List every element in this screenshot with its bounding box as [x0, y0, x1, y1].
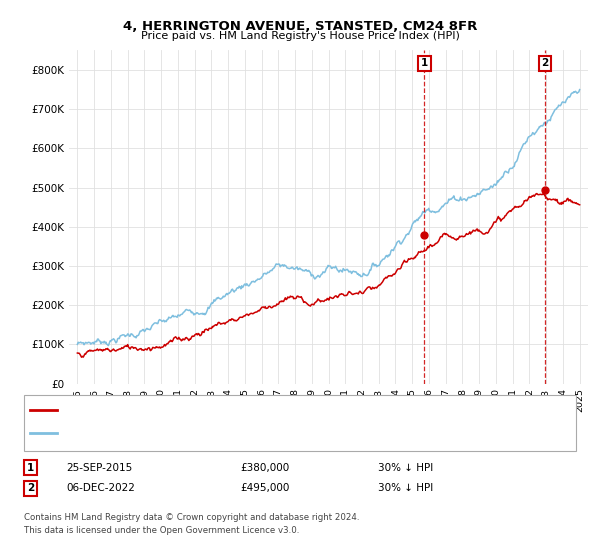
Text: £495,000: £495,000 — [240, 483, 289, 493]
Text: 2: 2 — [541, 58, 548, 68]
Text: 30% ↓ HPI: 30% ↓ HPI — [378, 483, 433, 493]
Text: HPI: Average price, detached house, Uttlesford: HPI: Average price, detached house, Uttl… — [63, 428, 297, 438]
Text: Price paid vs. HM Land Registry's House Price Index (HPI): Price paid vs. HM Land Registry's House … — [140, 31, 460, 41]
Text: £380,000: £380,000 — [240, 463, 289, 473]
Text: This data is licensed under the Open Government Licence v3.0.: This data is licensed under the Open Gov… — [24, 526, 299, 535]
Text: 1: 1 — [421, 58, 428, 68]
Text: 30% ↓ HPI: 30% ↓ HPI — [378, 463, 433, 473]
Text: 25-SEP-2015: 25-SEP-2015 — [66, 463, 132, 473]
Text: 1: 1 — [27, 463, 34, 473]
Text: 4, HERRINGTON AVENUE, STANSTED, CM24 8FR: 4, HERRINGTON AVENUE, STANSTED, CM24 8FR — [123, 20, 477, 32]
Text: 2: 2 — [27, 483, 34, 493]
Text: 06-DEC-2022: 06-DEC-2022 — [66, 483, 135, 493]
Text: Contains HM Land Registry data © Crown copyright and database right 2024.: Contains HM Land Registry data © Crown c… — [24, 513, 359, 522]
Text: 4, HERRINGTON AVENUE, STANSTED, CM24 8FR (detached house): 4, HERRINGTON AVENUE, STANSTED, CM24 8FR… — [63, 405, 391, 416]
